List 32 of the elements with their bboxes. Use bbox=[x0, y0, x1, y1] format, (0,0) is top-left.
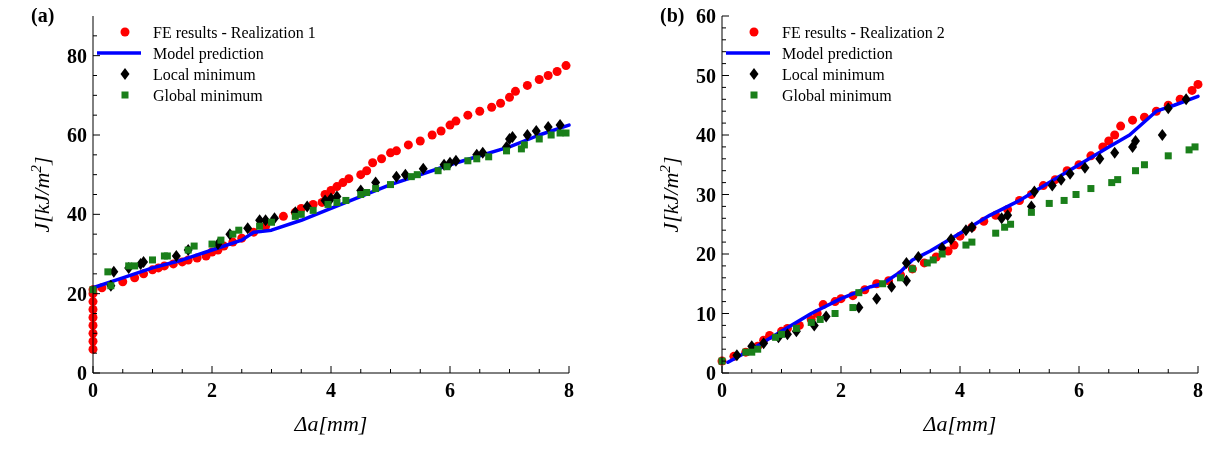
y-tick-label: 50 bbox=[696, 64, 716, 87]
x-tick-label: 8 bbox=[564, 379, 574, 401]
x-axis-title: Δa[mm] bbox=[293, 411, 368, 436]
legend-label: FE results - Realization 2 bbox=[782, 23, 945, 41]
legend-label: Global minimum bbox=[153, 86, 264, 104]
x-tick-label: 6 bbox=[1074, 379, 1084, 401]
x-axis-title: Δa[mm] bbox=[922, 411, 997, 436]
y-tick-label: 0 bbox=[77, 362, 87, 384]
y-tick-label: 40 bbox=[67, 203, 87, 226]
legend-label: Model prediction bbox=[782, 44, 893, 63]
legend-label: Model prediction bbox=[153, 44, 264, 63]
legend-label: Global minimum bbox=[782, 86, 893, 104]
x-tick-label: 6 bbox=[445, 379, 455, 401]
y-tick-label: 0 bbox=[706, 362, 716, 384]
y-tick-label: 40 bbox=[696, 124, 716, 146]
y-tick-label: 60 bbox=[67, 124, 87, 146]
y-tick-label: 20 bbox=[696, 243, 716, 265]
legend-label: Local minimum bbox=[153, 65, 257, 83]
chart-title: (a) bbox=[31, 4, 55, 27]
y-tick-label: 60 bbox=[696, 5, 716, 27]
y-tick-label: 30 bbox=[696, 183, 716, 206]
x-tick-label: 2 bbox=[836, 379, 846, 401]
y-tick-label: 10 bbox=[696, 302, 716, 325]
chart-title: (b) bbox=[660, 4, 685, 27]
x-tick-label: 4 bbox=[326, 379, 336, 401]
x-tick-label: 2 bbox=[207, 379, 217, 401]
y-tick-label: 20 bbox=[67, 282, 87, 305]
x-tick-label: 4 bbox=[955, 379, 965, 401]
legend-label: Local minimum bbox=[782, 65, 886, 83]
y-tick-label: 80 bbox=[67, 44, 87, 67]
legend-label: FE results - Realization 1 bbox=[153, 23, 316, 41]
x-tick-label: 8 bbox=[1193, 379, 1203, 401]
